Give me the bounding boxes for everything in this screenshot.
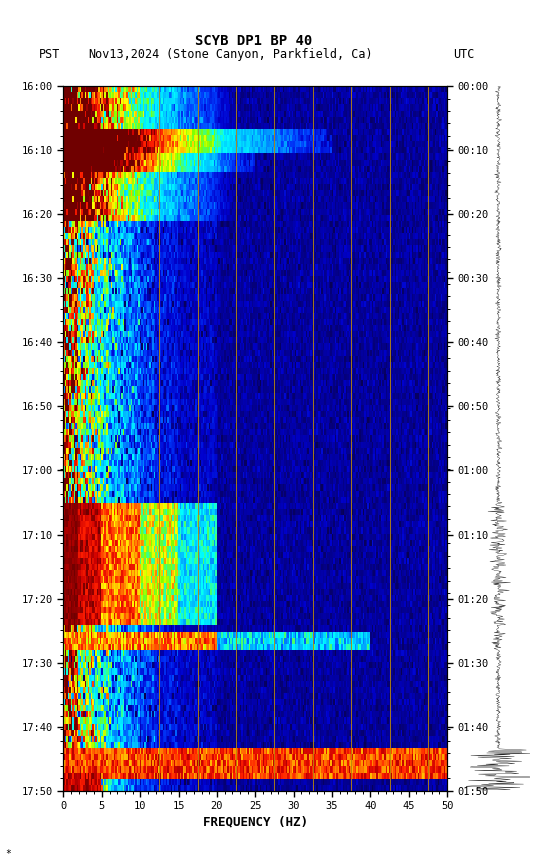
Text: *: * xyxy=(6,849,12,859)
Text: PST: PST xyxy=(39,48,60,61)
Text: (Stone Canyon, Parkfield, Ca): (Stone Canyon, Parkfield, Ca) xyxy=(166,48,372,61)
Text: SCYB DP1 BP 40: SCYB DP1 BP 40 xyxy=(195,34,312,48)
Text: UTC: UTC xyxy=(453,48,474,61)
Text: Nov13,2024: Nov13,2024 xyxy=(88,48,160,61)
X-axis label: FREQUENCY (HZ): FREQUENCY (HZ) xyxy=(203,815,308,828)
